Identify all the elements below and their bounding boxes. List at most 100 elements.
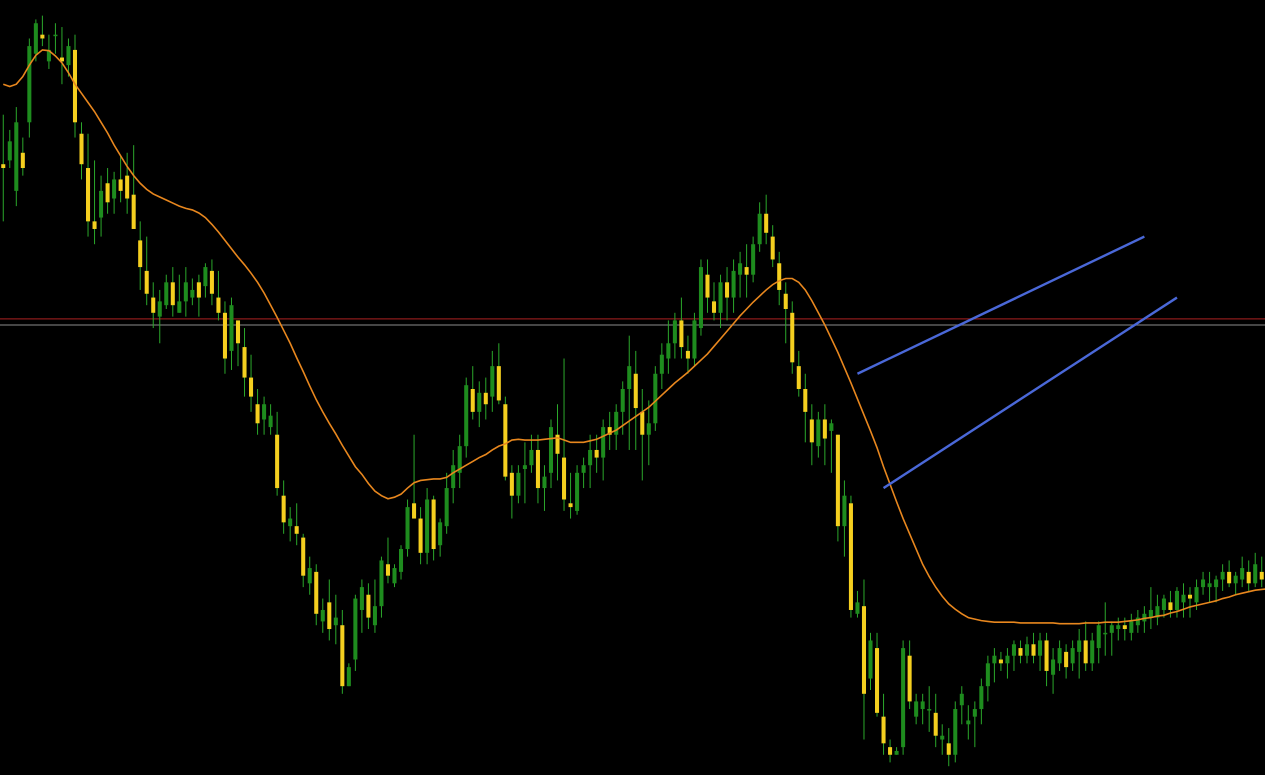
candle-bear <box>242 347 247 378</box>
candle-bull <box>966 720 971 725</box>
candle-bull <box>1214 579 1219 588</box>
candle-bull <box>1148 609 1153 618</box>
candle-bear <box>764 213 769 233</box>
candle-bull <box>1070 648 1075 664</box>
candle-bull <box>959 693 964 706</box>
candle-bear <box>679 320 684 348</box>
candle-bear <box>431 499 436 550</box>
candle-bear <box>79 133 84 165</box>
candle-bull <box>1181 594 1186 603</box>
candle-bull <box>757 213 762 245</box>
candle-bull <box>346 667 351 687</box>
candle-bull <box>842 495 847 527</box>
candle-bear <box>144 270 149 294</box>
candle-bear <box>907 655 912 702</box>
candle-bear <box>503 404 508 477</box>
candle-bear <box>294 526 299 534</box>
candle-bull <box>1090 640 1095 664</box>
candle-bull <box>268 415 273 428</box>
candle-bull <box>398 549 404 572</box>
candle-bear <box>131 194 136 229</box>
candle-bear <box>790 312 795 363</box>
candle-bull <box>522 465 527 470</box>
candle-bear <box>1018 648 1023 656</box>
candle-bull <box>1253 564 1258 584</box>
candle-bull <box>372 606 377 626</box>
candle-bull <box>940 735 945 740</box>
candle-bull <box>627 366 632 389</box>
candle-bull <box>177 301 182 313</box>
candle-bull <box>1096 625 1101 649</box>
candle-bear <box>235 320 241 344</box>
candle-bull <box>692 320 697 359</box>
candle-bear <box>933 712 938 736</box>
candle-bull <box>405 507 410 550</box>
candle-bear <box>418 518 423 553</box>
candle-bull <box>901 648 906 748</box>
candle-bear <box>555 434 560 454</box>
candle-bull <box>1011 644 1016 656</box>
candle-bull <box>307 568 312 584</box>
candle-bear <box>138 240 143 268</box>
moving-average-line <box>2 49 1265 625</box>
candle-bear <box>562 457 567 500</box>
candle-bull <box>203 267 208 287</box>
candle-bear <box>470 389 475 412</box>
candle-bear <box>1259 571 1264 580</box>
candle-bull <box>601 427 606 458</box>
candle-bull <box>1233 575 1238 584</box>
candle-bull <box>718 282 723 313</box>
candle-bull <box>829 423 834 431</box>
candle-bull <box>1103 632 1108 635</box>
candle-bull <box>262 404 267 420</box>
candle-bull <box>320 609 325 622</box>
candle-bear <box>301 537 306 576</box>
candle-bear <box>20 152 25 169</box>
candle-bull <box>157 301 162 317</box>
candle-bull <box>1161 598 1166 610</box>
candle-bull <box>1135 617 1140 626</box>
candle-bear <box>835 434 840 527</box>
candle-bull <box>698 267 703 329</box>
candle-bear <box>783 293 788 309</box>
candle-bear <box>640 411 645 435</box>
candle-bull <box>581 465 586 473</box>
candle-bull <box>1116 625 1121 630</box>
candle-bear <box>1064 651 1069 668</box>
candle-bear <box>777 263 782 290</box>
candle-bear <box>535 449 540 489</box>
candle-bull <box>1240 568 1245 580</box>
candle-bull <box>738 263 743 275</box>
candle-bull <box>614 411 619 435</box>
candle-bull <box>457 446 462 473</box>
candle-bear <box>725 282 730 298</box>
candle-bull <box>855 602 860 614</box>
candle-bull <box>229 305 234 351</box>
candle-bull <box>1057 648 1062 664</box>
candle-bull <box>548 427 554 473</box>
candle-bear <box>881 716 886 744</box>
candle-bear <box>151 297 156 313</box>
candle-bear <box>1168 602 1173 610</box>
candle-bear <box>1044 640 1049 671</box>
candle-bear <box>848 503 853 610</box>
candle-bear <box>281 495 286 523</box>
candle-bear <box>568 503 573 508</box>
candle-bear <box>170 282 175 306</box>
candle-bull <box>451 465 456 489</box>
candle-bull <box>914 701 919 717</box>
candle-bull <box>444 488 449 527</box>
candle-bear <box>86 168 91 222</box>
candle-bull <box>816 419 821 447</box>
candle-bear <box>861 606 867 694</box>
candle-bull <box>529 449 534 466</box>
candle-bull <box>99 190 104 218</box>
candle-bull <box>14 122 19 191</box>
candle-bull <box>333 617 338 626</box>
candle-bull <box>1201 579 1206 588</box>
candle-bull <box>1077 640 1082 652</box>
candle-bull <box>353 598 358 660</box>
